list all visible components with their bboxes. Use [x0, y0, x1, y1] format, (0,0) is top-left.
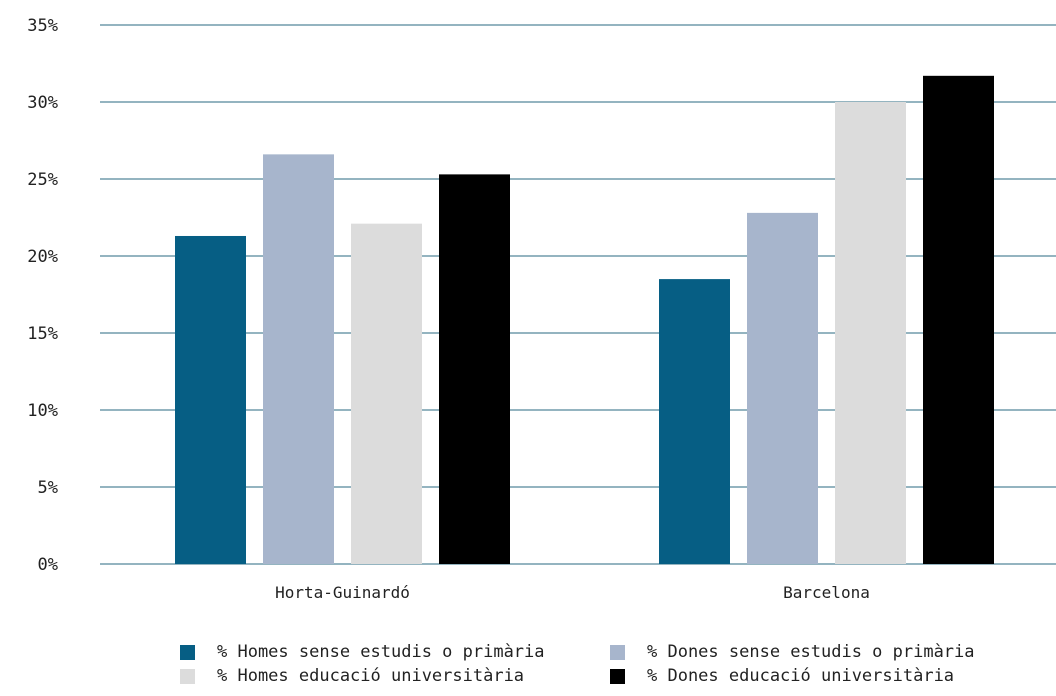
- y-axis-tick-labels: 0% 5% 10% 15% 20% 25% 30% 35%: [27, 16, 58, 575]
- legend-label-women-no-studies: % Dones sense estudis o primària: [647, 642, 975, 662]
- legend-label-men-no-studies: % Homes sense estudis o primària: [217, 642, 545, 662]
- legend-label-men-university: % Homes educació universitària: [217, 666, 525, 686]
- legend-swatch-men-no-studies: [180, 644, 195, 660]
- legend-item-women-no-studies: % Dones sense estudis o primària: [610, 640, 975, 664]
- x-category-label: Barcelona: [783, 583, 870, 602]
- y-tick-label: 15%: [27, 324, 58, 344]
- legend-item-women-university: % Dones educació universitària: [610, 664, 954, 688]
- bar-1-2: [835, 102, 906, 564]
- y-tick-label: 0%: [38, 555, 58, 575]
- y-tick-label: 10%: [27, 401, 58, 421]
- legend-swatch-men-university: [180, 668, 195, 684]
- bar-1-0: [659, 279, 730, 564]
- bar-0-1: [263, 154, 334, 565]
- x-axis-category-labels: Horta-Guinardó Barcelona: [275, 583, 870, 602]
- bar-0-2: [351, 223, 422, 564]
- y-tick-label: 20%: [27, 247, 58, 267]
- legend-item-men-university: % Homes educació universitària: [180, 664, 524, 688]
- y-tick-label: 30%: [27, 93, 58, 113]
- x-category-label: Horta-Guinardó: [275, 583, 410, 602]
- gridlines: [100, 24, 1056, 565]
- legend-swatch-women-university: [610, 668, 625, 684]
- bar-chart: 0% 5% 10% 15% 20% 25% 30% 35% Horta-Guinardó Bar…: [27, 16, 1056, 602]
- y-tick-label: 5%: [38, 478, 58, 498]
- bar-0-0: [175, 235, 246, 565]
- bar-0-3: [439, 174, 510, 564]
- legend-item-men-no-studies: % Homes sense estudis o primària: [180, 640, 545, 664]
- y-tick-label: 35%: [27, 16, 58, 36]
- legend-swatch-women-no-studies: [610, 644, 625, 660]
- bar-1-1: [747, 212, 818, 564]
- bar-1-3: [923, 75, 994, 564]
- y-tick-label: 25%: [27, 170, 58, 190]
- bars: [175, 75, 994, 565]
- legend: % Homes sense estudis o primària % Dones…: [180, 640, 1040, 696]
- legend-label-women-university: % Dones educació universitària: [647, 666, 955, 686]
